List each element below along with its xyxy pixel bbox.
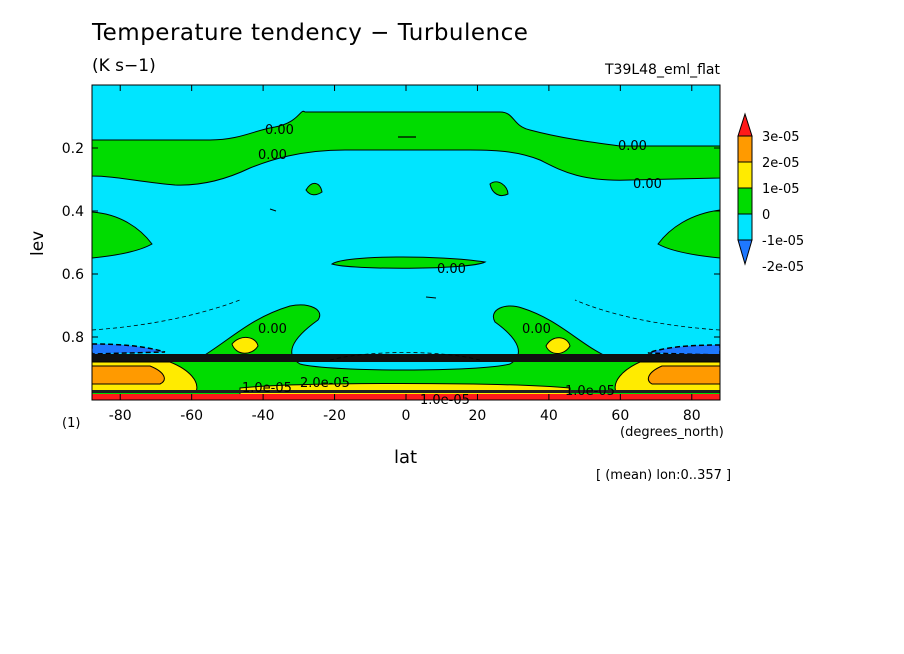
contour-field: [92, 85, 720, 400]
right-lobe-region: [657, 209, 720, 259]
colorbar-label: 0: [762, 208, 770, 223]
run-name: T39L48_eml_flat: [604, 62, 720, 78]
x-tick-label: 0: [402, 408, 411, 424]
surface-dark-strip: [92, 390, 720, 393]
left-orange-region: [92, 365, 165, 385]
colorbar-segment: [737, 161, 753, 189]
y-tick-label: 0.2: [62, 141, 84, 157]
colorbar-label: -1e-05: [762, 234, 804, 249]
small-island-left: [305, 183, 323, 196]
longitude-note: [ (mean) lon:0..357 ]: [596, 468, 732, 483]
contour-label: 0.00: [522, 322, 551, 337]
mid-island-region: [330, 256, 487, 269]
colorbar-segment: [737, 187, 753, 215]
contour-label: 1.0e-05: [565, 384, 615, 399]
right-negative-band: [647, 344, 720, 356]
contour-labels: 0.00 0.00 0.00 0.00 0.00 0.00 0.00 1.0e-05 1.0e-…: [242, 123, 662, 408]
colorbar-extend-max: [737, 112, 753, 137]
colorbar: 3e-05 2e-05 1e-05 0 -1e-05 -2e-05: [737, 112, 804, 275]
x-tick-label: -40: [252, 408, 275, 424]
x-tick-label: 20: [469, 408, 487, 424]
x-axis-units: (degrees_north): [620, 425, 724, 440]
contour-label: 0.00: [258, 322, 287, 337]
surface-dark-line: [92, 354, 720, 362]
colorbar-label: 2e-05: [762, 156, 800, 171]
colorbar-segment: [737, 135, 753, 163]
x-tick-label: 80: [683, 408, 701, 424]
left-yellow-blob: [231, 337, 259, 354]
dashed-contour-center: [329, 352, 481, 361]
x-axis: -80 -60 -40 -20 0 20 40 60 80: [109, 85, 701, 424]
y-axis-units: (1): [62, 416, 81, 431]
left-lobe-region: [92, 211, 153, 259]
upper-positive-region: [92, 110, 720, 186]
x-tick-label: 40: [540, 408, 558, 424]
x-tick-label: -60: [180, 408, 203, 424]
right-orange-region: [647, 365, 720, 385]
lower-positive-region: [92, 304, 720, 400]
x-axis-label: lat: [394, 447, 418, 468]
chart-units: (K s−1): [92, 56, 156, 76]
colorbar-label: 3e-05: [762, 130, 800, 145]
colorbar-extend-min: [737, 239, 753, 266]
colorbar-label: -2e-05: [762, 260, 804, 275]
y-axis: 0.2 0.4 0.6 0.8: [62, 141, 720, 346]
contour-label: 0.00: [618, 139, 647, 154]
small-contour-dot-center: [425, 296, 437, 299]
small-contour-dot-left: [269, 208, 277, 212]
dashed-contour-right: [574, 299, 720, 331]
contour-label: 0.00: [633, 177, 662, 192]
x-tick-label: -80: [109, 408, 132, 424]
y-tick-label: 0.6: [62, 267, 84, 283]
contour-label: 0.00: [265, 123, 294, 138]
contour-label: 2.0e-05: [300, 376, 350, 391]
x-tick-label: -20: [323, 408, 346, 424]
y-tick-label: 0.4: [62, 204, 84, 220]
chart-title: Temperature tendency − Turbulence: [92, 20, 529, 46]
colorbar-label: 1e-05: [762, 182, 800, 197]
contour-label: 1.0e-05: [420, 393, 470, 408]
colorbar-segment: [737, 213, 753, 241]
dashed-contour-left: [92, 299, 241, 331]
y-tick-label: 0.8: [62, 330, 84, 346]
small-island-right: [489, 181, 509, 197]
left-negative-band: [92, 343, 166, 355]
right-yellow-blob: [545, 337, 571, 354]
contour-label: 1.0e-05: [242, 381, 292, 396]
x-tick-label: 60: [611, 408, 629, 424]
contour-label: 0.00: [258, 148, 287, 163]
contour-label: 0.00: [437, 262, 466, 277]
